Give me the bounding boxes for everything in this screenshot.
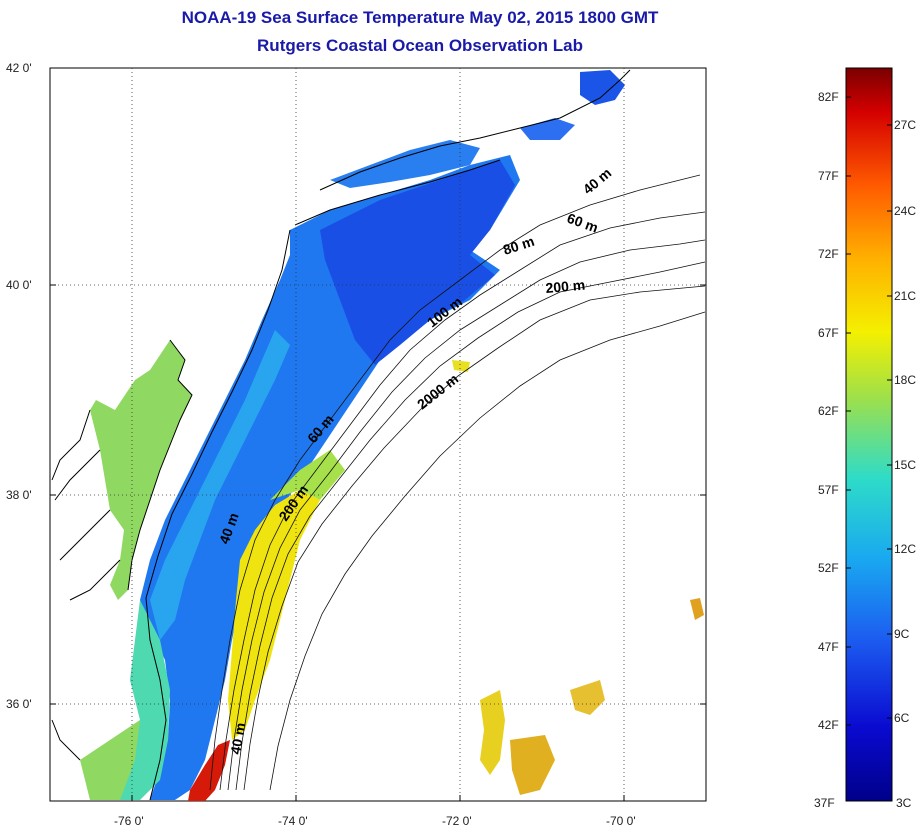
colorbar-fahrenheit-label: 37F bbox=[814, 796, 835, 810]
coastline-inland-rivers bbox=[51, 409, 121, 761]
offshore-warm-patch-1 bbox=[480, 690, 505, 775]
colorbar-fahrenheit-label: 72F bbox=[818, 247, 839, 261]
colorbar-celsius-label: 9C bbox=[894, 627, 910, 641]
colorbar-celsius-label: 6C bbox=[894, 711, 910, 725]
frame-ticks bbox=[50, 284, 706, 801]
chesapeake-bay-water bbox=[90, 340, 192, 600]
colorbar-fahrenheit-label: 52F bbox=[818, 561, 839, 575]
isobath-contours bbox=[209, 174, 706, 791]
colorbar-celsius-label: 24C bbox=[894, 204, 917, 218]
offshore-yellow-patch bbox=[452, 360, 470, 372]
isobath-200m bbox=[243, 285, 706, 791]
isobath-40m bbox=[209, 174, 701, 791]
isobath-label: 200 m bbox=[545, 277, 586, 296]
coastline-mid-atlantic bbox=[145, 229, 291, 801]
coastline-chesapeake bbox=[127, 339, 193, 591]
lat-tick-label: 38 0' bbox=[6, 488, 32, 502]
nearshore-lightblue bbox=[150, 330, 290, 640]
colorbar-fahrenheit-label: 57F bbox=[818, 483, 839, 497]
lon-tick-label: -76 0' bbox=[114, 814, 144, 828]
map-subtitle: Rutgers Coastal Ocean Observation Lab bbox=[257, 36, 583, 55]
offshore-warm-patch-4 bbox=[690, 598, 704, 620]
colorbar-celsius-label: 15C bbox=[894, 458, 917, 472]
colorbar-celsius-label: 27C bbox=[894, 118, 917, 132]
coastline-long-island bbox=[294, 159, 501, 226]
long-island-sound-water bbox=[330, 140, 480, 188]
colorbar-celsius-label: 12C bbox=[894, 542, 917, 556]
map-title: NOAA-19 Sea Surface Temperature May 02, … bbox=[181, 8, 659, 27]
isobath-100m bbox=[235, 261, 706, 791]
sst-field: 40 m 60 m 80 m 200 m 100 m 2000 m 60 m 2… bbox=[50, 68, 706, 801]
colorbar-ticks bbox=[846, 96, 892, 726]
colorbar-fahrenheit-label: 62F bbox=[818, 404, 839, 418]
isobath-2000m bbox=[269, 311, 706, 791]
ocean-sst-swath-deep-blue bbox=[320, 160, 515, 365]
isobath-60m bbox=[219, 211, 706, 791]
colorbar-celsius-label: 18C bbox=[894, 373, 917, 387]
colorbar-scale bbox=[845, 67, 893, 802]
gulf-of-maine-water bbox=[580, 70, 625, 105]
isobath-80m bbox=[227, 239, 706, 791]
nearshore-cyan bbox=[120, 600, 170, 800]
offshore-warm-patch-3 bbox=[570, 680, 605, 715]
lat-tick-label: 42 0' bbox=[6, 61, 32, 75]
colorbar-celsius-label: 3C bbox=[896, 796, 912, 810]
lat-tick-label: 36 0' bbox=[6, 697, 32, 711]
colorbar-fahrenheit-label: 77F bbox=[818, 169, 839, 183]
offshore-warm-patch-2 bbox=[510, 735, 555, 795]
coastline-new-england bbox=[319, 69, 631, 191]
lon-tick-label: -70 0' bbox=[606, 814, 636, 828]
colorbar-fahrenheit-label: 47F bbox=[818, 640, 839, 654]
colorbar-fahrenheit-label: 42F bbox=[818, 718, 839, 732]
colorbar-fahrenheit-label: 82F bbox=[818, 90, 839, 104]
lon-tick-label: -72 0' bbox=[442, 814, 472, 828]
gulf-stream-green bbox=[270, 450, 345, 500]
isobath-label: 40 m bbox=[227, 721, 248, 755]
colorbar-celsius-label: 21C bbox=[894, 289, 917, 303]
lat-tick-label: 40 0' bbox=[6, 278, 32, 292]
colorbar-fahrenheit-label: 67F bbox=[818, 326, 839, 340]
lon-tick-label: -74 0' bbox=[278, 814, 308, 828]
cape-cod-water bbox=[520, 118, 575, 140]
gulf-stream-red-core bbox=[188, 740, 230, 801]
graticule bbox=[50, 68, 706, 801]
coastline bbox=[51, 69, 631, 801]
